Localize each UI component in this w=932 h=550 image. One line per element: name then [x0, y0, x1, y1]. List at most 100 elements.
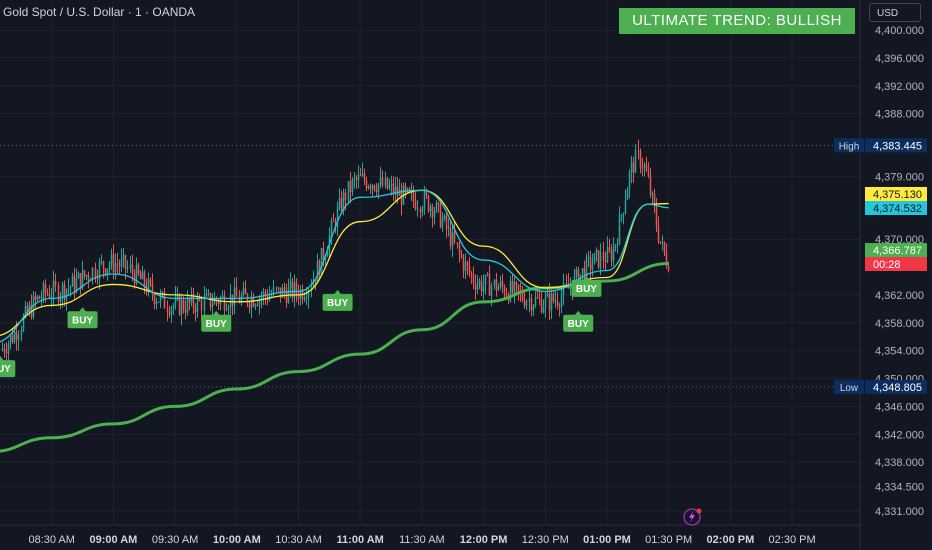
buy-signal-box [0, 360, 16, 378]
candle-body [445, 215, 448, 229]
buy-signal-box [67, 311, 98, 329]
x-tick-label: 12:30 PM [522, 534, 569, 546]
candle-body [369, 186, 372, 189]
candle-body [435, 202, 438, 212]
candle-body [332, 220, 335, 222]
candle-body [96, 278, 99, 280]
candle-body [447, 227, 450, 229]
candle-body [523, 299, 526, 307]
candle-body [307, 290, 310, 299]
candle-body [198, 297, 201, 301]
candle-body [75, 278, 78, 292]
candle-body [217, 301, 220, 305]
low-value-tag: 4,348.805 [873, 382, 922, 394]
candle-body [344, 192, 347, 201]
y-tick-label: 4,358.000 [875, 318, 924, 330]
lightning-icon[interactable] [683, 508, 702, 526]
ema-fast-line [0, 189, 669, 343]
candle-body [126, 267, 129, 269]
candle-body [536, 297, 539, 299]
candle-body [388, 186, 391, 189]
x-tick-label: 10:30 AM [275, 534, 321, 546]
candle-body [357, 174, 360, 180]
candle-body [3, 348, 6, 353]
candle-body [347, 181, 350, 201]
buy-signal-pointer [212, 310, 221, 316]
buy-signal-label: BUY [327, 298, 348, 309]
candle-body [295, 282, 298, 294]
candle-body [260, 296, 263, 299]
candle-body [133, 273, 136, 284]
candle-body [624, 200, 627, 214]
candle-body [143, 271, 146, 287]
buy-signal-marker: BUY [201, 310, 232, 332]
candle-body [384, 177, 387, 186]
x-tick-label: 10:00 AM [213, 534, 261, 546]
candle-body [517, 284, 520, 291]
candle-body [322, 248, 325, 260]
candle-body [416, 208, 419, 210]
candle-body [215, 297, 218, 302]
candle-body [254, 304, 257, 307]
candle-body [490, 285, 493, 296]
candle-body [17, 335, 20, 340]
candle-body [558, 305, 561, 308]
candle-body [297, 293, 300, 299]
candle-body [69, 286, 72, 288]
candle-body [421, 209, 424, 212]
x-tick-label: 01:00 PM [583, 534, 631, 546]
candle-body [120, 258, 123, 267]
candle-body [616, 244, 619, 246]
candle-body [314, 280, 317, 282]
candle-body [379, 177, 382, 184]
candle-body [591, 264, 594, 270]
ema-fast-tag: 4,374.532 [873, 203, 922, 215]
candle-body [137, 264, 140, 274]
candle-body [176, 295, 179, 297]
candle-body [583, 268, 586, 281]
candle-body [458, 244, 461, 254]
currency-button[interactable]: USD [869, 3, 921, 22]
candle-body [550, 293, 553, 311]
buy-signal-label: BUY [0, 364, 11, 375]
candle-body [166, 308, 169, 312]
candle-body [194, 307, 197, 313]
last-price-tag: 4,366.787 [873, 245, 922, 257]
candle-body [419, 208, 422, 212]
candle-body [102, 261, 105, 269]
candle-body [211, 304, 214, 307]
candle-body [235, 287, 238, 297]
candle-body [628, 172, 631, 190]
candle-body [283, 287, 286, 293]
candle-body [139, 273, 142, 280]
candle-body [476, 284, 479, 290]
candle-body [569, 287, 572, 289]
candle-body [377, 183, 380, 193]
candle-body [392, 183, 395, 195]
candle-body [336, 208, 339, 228]
y-tick-label: 4,342.000 [875, 429, 924, 441]
candle-body [310, 287, 313, 291]
candle-body [330, 220, 333, 236]
candle-body [449, 227, 452, 247]
candle-body [581, 268, 584, 275]
candle-body [221, 295, 224, 299]
candle-body [361, 173, 364, 176]
candle-body [606, 247, 609, 263]
candle-body [554, 300, 557, 302]
candle-body [277, 287, 280, 289]
y-tick-label: 4,396.000 [875, 53, 924, 65]
candle-body [503, 286, 506, 295]
candle-body [626, 189, 629, 201]
candle-body [32, 296, 35, 317]
candle-body [87, 275, 90, 280]
x-tick-label: 09:00 AM [89, 534, 137, 546]
candle-body [46, 293, 49, 295]
candle-body [312, 280, 315, 288]
candle-body [657, 226, 660, 242]
candle-body [414, 200, 417, 210]
candle-body [293, 282, 296, 298]
candle-body [124, 255, 127, 269]
symbol-title[interactable]: Gold Spot / U.S. Dollar · 1 · OANDA [3, 5, 196, 19]
